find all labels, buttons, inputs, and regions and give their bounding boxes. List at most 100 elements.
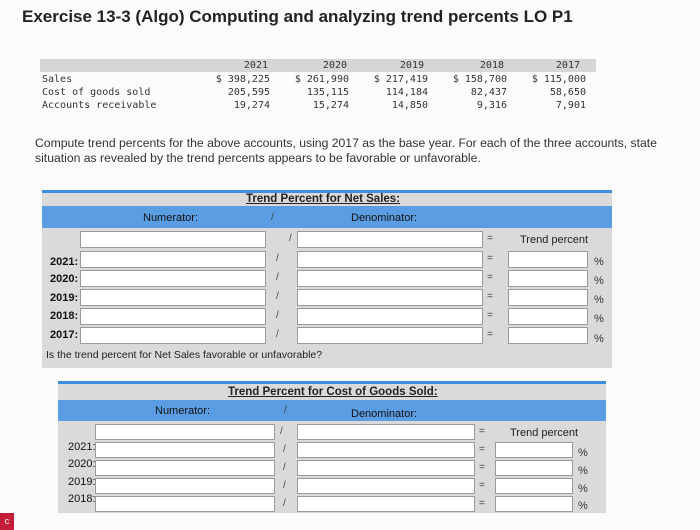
table-cell: $ 398,225 <box>215 74 270 85</box>
equals-sign: = <box>479 444 485 455</box>
numerator-input[interactable] <box>95 478 275 494</box>
data-table-header <box>40 59 596 72</box>
equals-sign: = <box>487 272 493 283</box>
equals-sign: = <box>487 253 493 264</box>
slash: / <box>276 310 279 321</box>
denominator-input[interactable] <box>297 478 475 494</box>
numerator-input[interactable] <box>95 460 275 476</box>
numerator-input[interactable] <box>80 251 266 268</box>
row-label: Cost of goods sold <box>42 87 151 98</box>
equals-sign: = <box>479 426 485 437</box>
numerator-input[interactable] <box>80 327 266 344</box>
trend-percent-input[interactable] <box>508 308 588 325</box>
denominator-input[interactable] <box>297 327 483 344</box>
trend-percent-input[interactable] <box>495 442 573 458</box>
numerator-label: Numerator: <box>143 212 199 224</box>
denominator-input[interactable] <box>297 231 483 248</box>
net-sales-question: Is the trend percent for Net Sales favor… <box>46 349 323 361</box>
percent-sign: % <box>594 294 604 306</box>
percent-sign: % <box>594 333 604 345</box>
year-header: 2020 <box>322 60 347 71</box>
year-label: 2018: <box>68 493 96 505</box>
trend-percent-input[interactable] <box>508 251 588 268</box>
panel-top-border <box>42 190 612 193</box>
year-header: 2019 <box>399 60 424 71</box>
trend-percent-input[interactable] <box>508 270 588 287</box>
equals-sign: = <box>479 480 485 491</box>
denominator-input[interactable] <box>297 308 483 325</box>
slash: / <box>283 498 286 509</box>
table-cell: 135,115 <box>306 87 349 98</box>
percent-sign: % <box>594 256 604 268</box>
equals-sign: = <box>487 329 493 340</box>
denominator-input[interactable] <box>297 424 475 440</box>
percent-sign: % <box>594 313 604 325</box>
denominator-label: Denominator: <box>351 408 418 420</box>
table-cell: $ 115,000 <box>531 74 586 85</box>
year-label: 2020: <box>50 273 79 285</box>
instructions: Compute trend percents for the above acc… <box>35 136 700 166</box>
slash: / <box>284 405 287 416</box>
trend-percent-input[interactable] <box>495 496 573 512</box>
instructions-line: situation as revealed by the trend perce… <box>35 151 481 165</box>
numerator-input[interactable] <box>95 442 275 458</box>
year-label: 2019: <box>68 476 96 488</box>
slash: / <box>283 444 286 455</box>
year-label: 2021: <box>68 441 96 453</box>
corner-badge: c <box>0 513 14 530</box>
slash: / <box>289 233 292 244</box>
slash: / <box>283 480 286 491</box>
denominator-input[interactable] <box>297 442 475 458</box>
slash: / <box>276 291 279 302</box>
numerator-input[interactable] <box>80 270 266 287</box>
denominator-input[interactable] <box>297 460 475 476</box>
table-cell: 7,901 <box>555 100 586 111</box>
trend-percent-label: Trend percent <box>510 427 579 439</box>
percent-sign: % <box>578 483 588 495</box>
year-label: 2021: <box>50 256 79 268</box>
table-cell: 14,850 <box>391 100 428 111</box>
year-header: 2021 <box>243 60 268 71</box>
equals-sign: = <box>487 291 493 302</box>
table-cell: $ 217,419 <box>373 74 428 85</box>
net-sales-title: Trend Percent for Net Sales: <box>246 193 401 205</box>
panel-top-border <box>58 381 606 384</box>
net-sales-header-bar <box>42 206 612 228</box>
numerator-input[interactable] <box>80 289 266 306</box>
trend-percent-input[interactable] <box>508 289 588 306</box>
year-label: 2020: <box>68 458 96 470</box>
cogs-header-bar <box>58 400 606 421</box>
numerator-input[interactable] <box>80 231 266 248</box>
numerator-input[interactable] <box>80 308 266 325</box>
numerator-input[interactable] <box>95 424 275 440</box>
equals-sign: = <box>479 498 485 509</box>
page-title: Exercise 13-3 (Algo) Computing and analy… <box>22 7 573 26</box>
percent-sign: % <box>578 500 588 512</box>
denominator-input[interactable] <box>297 496 475 512</box>
table-cell: 58,650 <box>549 87 586 98</box>
numerator-input[interactable] <box>95 496 275 512</box>
denominator-input[interactable] <box>297 270 483 287</box>
row-label: Sales <box>42 74 73 85</box>
slash: / <box>271 212 274 223</box>
percent-sign: % <box>578 465 588 477</box>
trend-percent-input[interactable] <box>508 327 588 344</box>
trend-percent-input[interactable] <box>495 478 573 494</box>
year-label: 2017: <box>50 329 79 341</box>
denominator-label: Denominator: <box>351 212 418 224</box>
year-header: 2018 <box>479 60 504 71</box>
table-cell: $ 158,700 <box>452 74 507 85</box>
denominator-input[interactable] <box>297 289 483 306</box>
equals-sign: = <box>487 233 493 244</box>
equals-sign: = <box>479 462 485 473</box>
denominator-input[interactable] <box>297 251 483 268</box>
year-header: 2017 <box>555 60 580 71</box>
table-cell: 114,184 <box>385 87 428 98</box>
percent-sign: % <box>594 275 604 287</box>
table-cell: 15,274 <box>312 100 349 111</box>
trend-percent-input[interactable] <box>495 460 573 476</box>
year-label: 2018: <box>50 310 79 322</box>
table-cell: 9,316 <box>476 100 507 111</box>
cogs-title: Trend Percent for Cost of Goods Sold: <box>228 386 438 398</box>
slash: / <box>276 253 279 264</box>
